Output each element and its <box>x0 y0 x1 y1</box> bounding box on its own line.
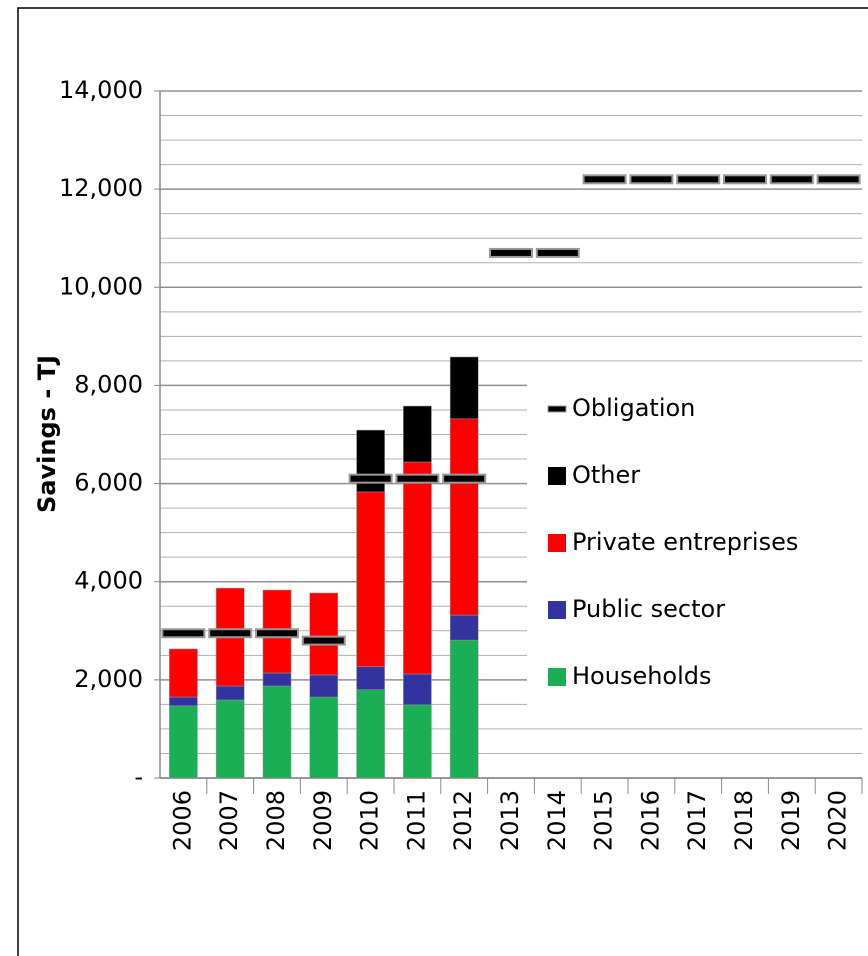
bar-segment <box>262 672 292 687</box>
x-tick-label: 2019 <box>777 790 805 851</box>
x-tick-label: 2012 <box>449 790 477 851</box>
bar-segment <box>356 491 385 667</box>
obligation-marker <box>629 174 674 185</box>
bar-segment <box>169 648 198 698</box>
y-tick-label: 14,000 <box>59 76 143 104</box>
bar-segment <box>403 673 432 706</box>
x-tick-label: 2011 <box>402 790 430 851</box>
bar-segment <box>356 689 385 779</box>
bar-segment <box>403 461 432 675</box>
y-tick-label: 6,000 <box>74 469 143 497</box>
bar-segment <box>449 418 479 616</box>
obligation-marker <box>255 628 299 639</box>
bar-segment <box>449 356 479 420</box>
obligation-marker <box>348 473 393 484</box>
bar-segment <box>169 696 198 707</box>
x-tick-label: 2017 <box>683 790 711 851</box>
x-tick-label: 2013 <box>496 790 524 851</box>
obligation-marker <box>442 473 487 484</box>
obligation-marker <box>723 174 767 185</box>
x-tick-label: 2006 <box>168 790 196 851</box>
y-tick-label: - <box>134 763 143 791</box>
legend-label: Private entreprises <box>572 528 798 556</box>
x-tick-label: 2008 <box>262 790 290 851</box>
legend-marker <box>548 601 566 619</box>
bar-segment <box>262 685 292 779</box>
bar-segment <box>215 699 245 779</box>
x-tick-label: 2014 <box>543 790 571 851</box>
bar-segment <box>309 592 339 676</box>
bar-segment <box>449 614 479 641</box>
y-tick-label: 2,000 <box>74 665 143 693</box>
y-tick-label: 8,000 <box>74 370 143 398</box>
obligation-marker <box>161 628 206 639</box>
bar-segment <box>449 639 479 779</box>
y-tick-label: 10,000 <box>59 272 143 300</box>
legend-marker <box>548 534 566 552</box>
y-tick-label: 4,000 <box>74 567 143 595</box>
obligation-marker <box>395 473 440 484</box>
legend-label: Households <box>572 662 712 690</box>
legend-label: Obligation <box>572 394 695 422</box>
x-tick-label: 2016 <box>636 790 664 851</box>
bar-segment <box>403 704 432 779</box>
obligation-marker <box>676 174 721 185</box>
legend-label: Other <box>572 461 640 489</box>
obligation-marker <box>535 247 580 258</box>
x-tick-label: 2007 <box>215 790 243 851</box>
obligation-marker <box>489 247 533 258</box>
bar-segment <box>215 685 245 701</box>
legend: Obligation Other Private entreprises Public… <box>527 374 867 710</box>
bar-segment <box>309 674 339 698</box>
y-tick-label: 12,000 <box>59 174 143 202</box>
bar-segment <box>403 405 432 463</box>
bar-segment <box>356 666 385 690</box>
legend-marker <box>547 405 567 413</box>
obligation-marker <box>582 174 627 185</box>
x-tick-label: 2015 <box>590 790 618 851</box>
legend-label: Public sector <box>572 595 725 623</box>
legend-box <box>527 374 867 710</box>
obligation-marker <box>208 628 253 639</box>
legend-marker <box>548 467 566 485</box>
bar-segment <box>309 696 339 779</box>
obligation-marker <box>816 174 861 185</box>
y-axis-label: Savings - TJ <box>33 355 61 513</box>
bar-segment <box>169 705 198 779</box>
x-tick-label: 2010 <box>356 790 384 851</box>
legend-marker <box>548 668 566 686</box>
x-tick-label: 2018 <box>730 790 758 851</box>
x-tick-label: 2009 <box>309 790 337 851</box>
x-tick-label: 2020 <box>824 790 852 851</box>
obligation-marker <box>301 635 346 646</box>
obligation-marker <box>769 174 814 185</box>
